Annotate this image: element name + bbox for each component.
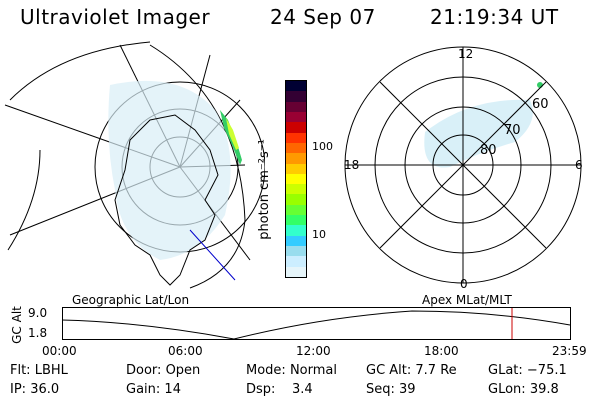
colorbar-swatch: [286, 142, 306, 154]
colorbar-swatch: [286, 81, 306, 92]
altitude-ytick-high: 9.0: [28, 306, 48, 320]
date-label: 24 Sep 07: [270, 5, 376, 29]
colorbar-tick-100: 100: [312, 140, 333, 153]
geo-map-label: Geographic Lat/Lon: [72, 293, 190, 307]
altitude-curve: [62, 310, 571, 340]
geographic-map: [4, 41, 265, 289]
polar-aurora-haze: [424, 99, 533, 168]
status-seq-value: 39: [399, 382, 416, 397]
status-glon-value: 39.8: [529, 382, 559, 397]
colorbar-swatch: [286, 215, 306, 226]
status-glat-value: −75.1: [526, 363, 567, 378]
altitude-plot-frame: [62, 307, 571, 340]
altitude-plot: [62, 307, 571, 340]
status-seq: Seq: 39: [366, 382, 416, 397]
mlat-label-60: 60: [532, 97, 549, 112]
status-ip-value: 36.0: [30, 382, 60, 397]
time-tick-0600: 06:00: [168, 344, 203, 358]
colorbar-swatch: [286, 184, 306, 195]
time-label: 21:19:34 UT: [430, 5, 559, 29]
colorbar-swatch: [286, 132, 306, 143]
status-dsp-value: 3.4: [291, 382, 313, 397]
colorbar-swatch: [286, 111, 306, 123]
mlt-label-12: 12: [458, 47, 473, 61]
polar-map: 12 0 18 6 80 70 60: [344, 46, 583, 291]
colorbar-swatch: [286, 204, 306, 216]
colorbar-tick-10: 10: [312, 228, 326, 241]
instrument-title: Ultraviolet Imager: [20, 5, 211, 29]
status-mode-value: Normal: [289, 363, 337, 378]
polar-aurora-dot: [537, 82, 543, 88]
status-flt: Flt: LBHL: [10, 363, 68, 378]
mlt-label-18: 18: [344, 158, 359, 172]
mlat-label-80: 80: [480, 143, 497, 158]
time-tick-0000: 00:00: [42, 344, 77, 358]
status-gain-value: 14: [164, 382, 181, 397]
colorbar-swatch: [286, 256, 306, 267]
colorbar-swatch: [286, 122, 306, 133]
colorbar-swatch: [286, 225, 306, 236]
altitude-axis-label: GC Alt: [9, 306, 24, 344]
colorbar-swatch: [286, 153, 306, 164]
colorbar-swatch: [286, 91, 306, 102]
antarctica-outline: [114, 114, 219, 286]
colorbar-swatch: [286, 266, 306, 277]
geo-lat-arc: [7, 149, 41, 251]
status-ip: IP: 36.0: [10, 382, 60, 397]
colorbar-unit-label: photon cm⁻²s⁻¹: [256, 139, 272, 240]
status-gc-alt-value: 7.7 Re: [415, 363, 457, 378]
colorbar-swatch: [286, 194, 306, 205]
colorbar: [285, 80, 307, 278]
mlat-label-70: 70: [504, 123, 521, 138]
mlt-diagonal: [379, 81, 547, 249]
aurora-strip-core: [226, 118, 239, 150]
colorbar-swatch: [286, 101, 306, 112]
status-door: Door: Open: [126, 363, 201, 378]
geo-limb: [149, 44, 246, 289]
aurora-haze: [108, 80, 231, 260]
colorbar-swatch: [286, 173, 306, 185]
status-gain: Gain: 14: [126, 382, 181, 397]
mlt-label-6: 6: [575, 158, 583, 172]
status-door-value: Open: [165, 363, 201, 378]
colorbar-swatch: [286, 235, 306, 246]
mlt-label-0: 0: [460, 277, 468, 291]
colorbar-swatch: [286, 163, 306, 174]
status-mode: Mode: Normal: [246, 363, 337, 378]
polar-map-label: Apex MLat/MLT: [422, 293, 512, 307]
status-gc-alt: GC Alt: 7.7 Re: [366, 363, 457, 378]
status-flt-value: LBHL: [34, 363, 68, 378]
status-dsp: Dsp: 3.4: [246, 382, 313, 397]
time-tick-1200: 12:00: [296, 344, 331, 358]
time-tick-1800: 18:00: [424, 344, 459, 358]
terminator-line: [189, 229, 236, 281]
time-tick-2359: 23:59: [552, 344, 587, 358]
status-glon: GLon: 39.8: [488, 382, 559, 397]
altitude-ytick-low: 1.8: [28, 326, 48, 340]
geo-lat-arc: [9, 41, 151, 101]
colorbar-swatch: [286, 246, 306, 257]
status-glat: GLat: −75.1: [488, 363, 567, 378]
